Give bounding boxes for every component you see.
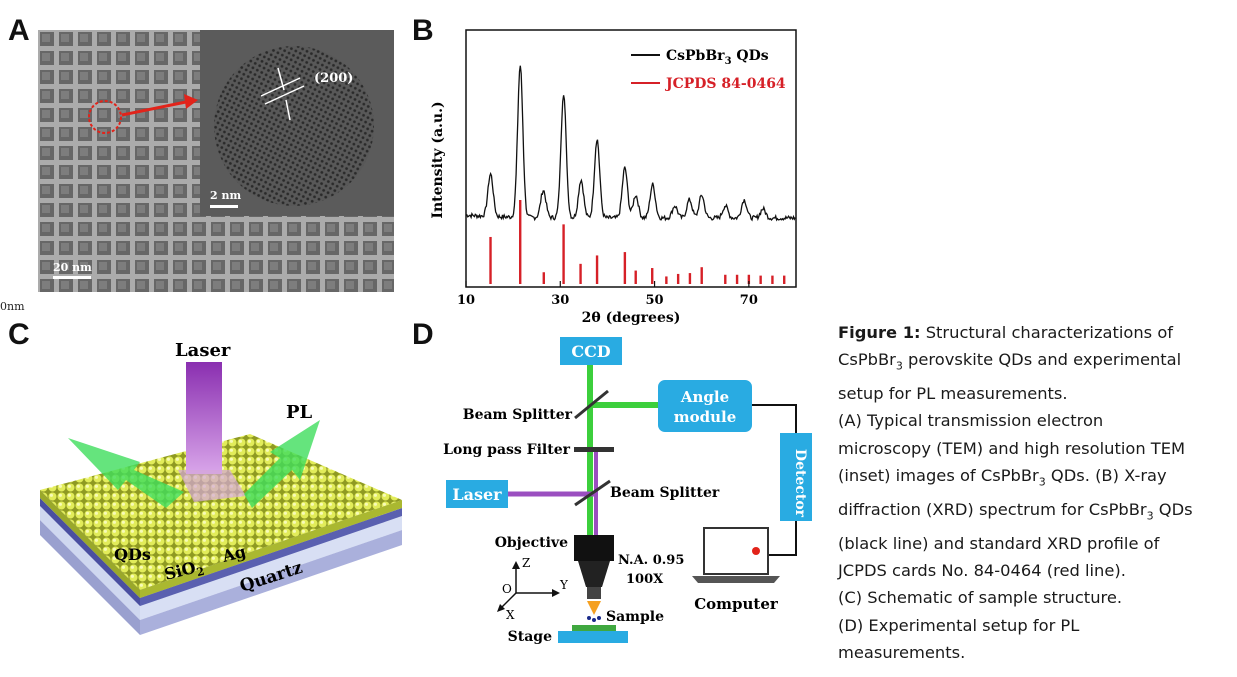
x-tick-label-30: 30 bbox=[551, 293, 569, 308]
beam-splitter-bottom bbox=[574, 479, 611, 507]
laser-box-label: Laser bbox=[452, 485, 502, 504]
computer-port-dot bbox=[752, 547, 760, 555]
long-pass-filter-label: Long pass Filter bbox=[443, 442, 570, 458]
stage-block bbox=[558, 631, 628, 643]
magnification-label: 100X bbox=[626, 572, 664, 587]
cable-detector-computer bbox=[758, 521, 797, 556]
laser-beam bbox=[186, 362, 222, 474]
axis-y-label: Y bbox=[559, 578, 569, 592]
xrd-chart: 10 30 50 70 Intensity (a.u.) 2θ (degrees) C… bbox=[430, 29, 797, 326]
sio2-layer bbox=[40, 498, 140, 606]
angle-module-label-2: module bbox=[674, 408, 737, 426]
panel-label-a: A bbox=[8, 14, 30, 47]
lattice-arrow-bottom bbox=[285, 99, 291, 121]
beam-splitter-top bbox=[574, 389, 609, 420]
figure-caption: Figure 1: Structural characterizations o… bbox=[838, 319, 1230, 667]
panel-label-b: B bbox=[412, 14, 434, 47]
pl-arrow-right bbox=[244, 420, 320, 508]
edge-fragment-text: 0nm bbox=[0, 300, 25, 313]
beam-splitter-top-label: Beam Splitter bbox=[463, 407, 573, 423]
pl-label: PL bbox=[286, 402, 313, 423]
caption-line-8: (black line) and standard XRD profile of bbox=[838, 533, 1160, 553]
lattice-arrow-top bbox=[277, 67, 285, 91]
numerical-aperture-label: N.A. 0.95 bbox=[618, 553, 684, 568]
panel-label-d: D bbox=[412, 318, 434, 351]
laser-box bbox=[446, 480, 508, 508]
long-pass-filter bbox=[574, 447, 614, 452]
legend-label-qds: CsPbBr3 QDs bbox=[666, 48, 769, 67]
sample-schematic: Laser PL QDs SiO2 Ag Quartz bbox=[40, 340, 402, 635]
axis-x-label: X bbox=[506, 608, 515, 622]
main-scale-label: 20 nm bbox=[53, 261, 92, 274]
inset-scale-label: 2 nm bbox=[210, 189, 241, 202]
xrd-series-qds-line bbox=[465, 65, 796, 222]
caption-line-4: (A) Typical transmission electron bbox=[838, 411, 1104, 431]
beam-splitter-bottom-label: Beam Splitter bbox=[610, 485, 720, 501]
caption-line-1: Figure 1: Structural characterizations o… bbox=[838, 323, 1174, 342]
cable-angle-detector bbox=[752, 404, 797, 433]
caption-line-2: CsPbBr3 perovskite QDs and experimental bbox=[838, 350, 1182, 373]
x-tick-label-70: 70 bbox=[740, 293, 758, 308]
x-tick-label-50: 50 bbox=[646, 293, 664, 308]
sample-label: Sample bbox=[606, 609, 664, 625]
angle-module-label-1: Angle bbox=[680, 388, 729, 406]
caption-line-3: setup for PL measurements. bbox=[838, 384, 1068, 404]
plot-frame bbox=[465, 29, 797, 288]
setup-diagram: CCD Angle module Detector Computer Laser… bbox=[443, 337, 812, 645]
ccd-label: CCD bbox=[571, 342, 610, 361]
caption-line-12: measurements. bbox=[838, 643, 966, 663]
plane-label: (200) bbox=[314, 71, 353, 86]
axis-z-label: Z bbox=[522, 556, 530, 570]
axis-o-label: O bbox=[502, 582, 512, 596]
sample-substrate bbox=[572, 625, 616, 631]
pl-arrow-left bbox=[68, 438, 184, 508]
y-axis-label: Intensity (a.u.) bbox=[430, 101, 446, 218]
hrtem-crystal bbox=[214, 46, 374, 206]
objective-label: Objective bbox=[495, 535, 568, 551]
computer-keyboard bbox=[692, 576, 780, 583]
panel-label-c: C bbox=[8, 318, 30, 351]
detector-label: Detector bbox=[792, 449, 808, 518]
legend-label-jcpds: JCPDS 84-0464 bbox=[664, 76, 786, 92]
x-axis-label: 2θ (degrees) bbox=[582, 310, 681, 326]
x-axis bbox=[499, 592, 517, 610]
ccd-box bbox=[560, 337, 622, 365]
stage-label: Stage bbox=[508, 629, 552, 645]
inset-scale-bar bbox=[210, 205, 238, 208]
computer-label: Computer bbox=[694, 595, 779, 613]
selected-particle-circle bbox=[88, 100, 122, 134]
main-scale-bar bbox=[53, 276, 91, 279]
x-tick-label-10: 10 bbox=[457, 293, 475, 308]
tem-image: (200) 2 nm 20 nm bbox=[38, 30, 394, 292]
ag-layer bbox=[40, 506, 140, 620]
caption-line-9: JCPDS cards No. 84-0464 (red line). bbox=[838, 561, 1126, 580]
caption-line-5: microscopy (TEM) and high resolution TEM bbox=[838, 438, 1186, 458]
caption-line-11: (D) Experimental setup for PL bbox=[838, 615, 1080, 635]
caption-line-10: (C) Schematic of sample structure. bbox=[838, 588, 1123, 608]
objective-body bbox=[574, 535, 614, 561]
laser-label: Laser bbox=[175, 340, 231, 361]
focus-cone bbox=[587, 601, 601, 615]
detector-box bbox=[780, 433, 812, 521]
zoom-arrow bbox=[121, 100, 187, 117]
qds-label: QDs bbox=[114, 545, 151, 564]
caption-line-7: diffraction (XRD) spectrum for CsPbBr3 Q… bbox=[838, 499, 1193, 523]
caption-line-6: (inset) images of CsPbBr3 QDs. (B) X-ray bbox=[838, 466, 1167, 489]
angle-module-box bbox=[658, 380, 752, 432]
